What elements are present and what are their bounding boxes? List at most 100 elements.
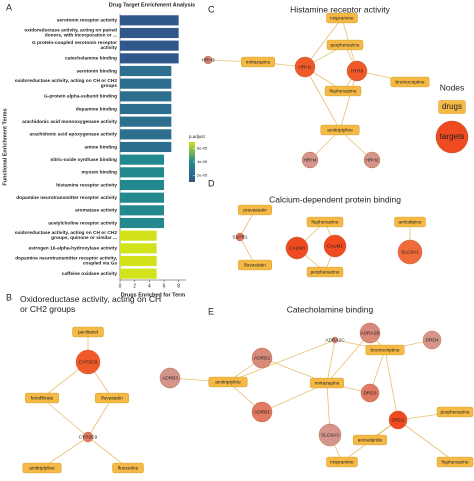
target-node — [251, 347, 273, 369]
bar — [120, 27, 179, 39]
drug-label: imipramine — [330, 459, 354, 465]
bar — [120, 268, 157, 279]
target-label: ADRA2C — [325, 337, 345, 343]
x-tick-label: 2 — [133, 283, 136, 289]
panel-label: A — [6, 2, 12, 12]
category-label: oxidoreductase activity, acting on CH or… — [15, 78, 118, 89]
target-label: CALM1 — [327, 243, 343, 249]
colorbar — [189, 142, 195, 182]
edge — [384, 349, 399, 421]
bar — [120, 217, 164, 229]
network-title: Oxidoreductase activity, acting on CH or … — [20, 294, 161, 314]
target-label: HRH3 — [201, 57, 214, 63]
bar — [120, 65, 172, 77]
edge — [227, 339, 336, 383]
category-label: histamine receptor activity — [56, 182, 117, 188]
drug: perphenazine — [326, 39, 364, 51]
category-label: oxidoreductase activity, acting on CH or… — [15, 230, 118, 241]
chart-title: Drug Target Enrichment Analysis — [109, 2, 196, 8]
category-label: dopamine neurotransmitter receptor activ… — [15, 256, 117, 267]
drug-label: bromocriptine — [395, 79, 424, 85]
edge — [87, 397, 113, 438]
panel-label: B — [6, 292, 12, 302]
drug-node — [324, 85, 362, 97]
category-label: serotonin binding — [76, 68, 117, 74]
target-node — [323, 234, 347, 258]
bar — [120, 230, 157, 241]
drug-node — [241, 56, 275, 68]
target-node — [360, 383, 380, 403]
drug: imipramine — [326, 456, 358, 468]
edge — [326, 339, 336, 384]
target-node — [388, 410, 408, 430]
edge — [304, 66, 341, 131]
drug-node — [436, 456, 474, 468]
drug-node — [238, 204, 272, 216]
legend-drugs: drugs — [438, 100, 466, 114]
drug-node — [208, 376, 248, 388]
drug-node — [320, 124, 360, 136]
category-label: dopamine neurotransmitter receptor activ… — [16, 195, 117, 201]
y-axis-label: Functional Enrichment Terms — [2, 108, 8, 185]
target-label: S1PR1 — [232, 234, 248, 240]
drug-node — [365, 344, 405, 356]
drug-node — [306, 266, 344, 278]
drug-label: fluvastatin — [244, 262, 266, 268]
target-node — [203, 55, 213, 65]
x-tick-label: 6 — [163, 283, 166, 289]
edge — [304, 17, 343, 68]
drug: fluvastatin — [95, 392, 129, 404]
edge — [339, 70, 358, 131]
target-node — [331, 336, 339, 344]
bar — [120, 255, 157, 267]
target-label: SLC6A3 — [321, 432, 339, 438]
drug-node — [436, 406, 474, 418]
drug: mirtazapine — [310, 377, 344, 389]
target-node — [159, 367, 181, 389]
drug: amitriptyline — [208, 376, 248, 388]
bar — [120, 141, 172, 153]
category-label: arachidonic acid epoxygenase activity — [30, 132, 118, 138]
target-node — [318, 423, 342, 447]
target-label: DRD3 — [363, 390, 376, 396]
drug: fluphenazine — [324, 85, 362, 97]
bar — [120, 91, 172, 102]
edge — [326, 332, 371, 384]
category-label: acetylcholine receptor activity — [48, 220, 117, 226]
category-label: G protein-coupled serotonin receptor acti… — [32, 40, 117, 51]
target-label: DRD2 — [391, 417, 404, 423]
x-axis-label: Drugs Enriched for Term — [121, 292, 185, 298]
target-node — [82, 431, 94, 443]
target-node — [251, 401, 273, 423]
target-label: ADRB3 — [162, 375, 178, 381]
x-tick-label: 8 — [177, 283, 180, 289]
drug-node — [310, 377, 344, 389]
target-node — [359, 322, 381, 344]
drug: bromocriptine — [390, 76, 430, 88]
target-node — [363, 151, 381, 169]
x-tick-label: 0 — [119, 283, 122, 289]
network-title: Calcium-dependent protein binding — [269, 194, 401, 204]
category-label: dopamine binding — [76, 106, 117, 112]
bar — [120, 53, 179, 64]
drug-label: fluphenazine — [329, 88, 357, 94]
target-label: ADRB2 — [254, 355, 270, 361]
drug: pravastatin — [238, 204, 272, 216]
drug-node — [394, 216, 426, 228]
drug: amitriptyline — [22, 462, 62, 474]
category-label: aromatase activity — [75, 208, 117, 214]
bar — [120, 179, 164, 191]
drug-node — [326, 456, 358, 468]
target-node — [397, 239, 423, 265]
drug: amitriptyline — [320, 124, 360, 136]
drug-node — [72, 326, 104, 338]
bar — [120, 15, 179, 26]
drug: imipramine — [326, 12, 358, 24]
category-label: amine binding — [84, 144, 117, 150]
panel-label: D — [208, 178, 215, 188]
category-label: serotonin receptor activity — [57, 18, 118, 24]
drug-label: perphenazine — [310, 269, 339, 275]
drug-label: amitriptyline — [215, 379, 241, 385]
drug-label: perphenazine — [440, 409, 469, 415]
